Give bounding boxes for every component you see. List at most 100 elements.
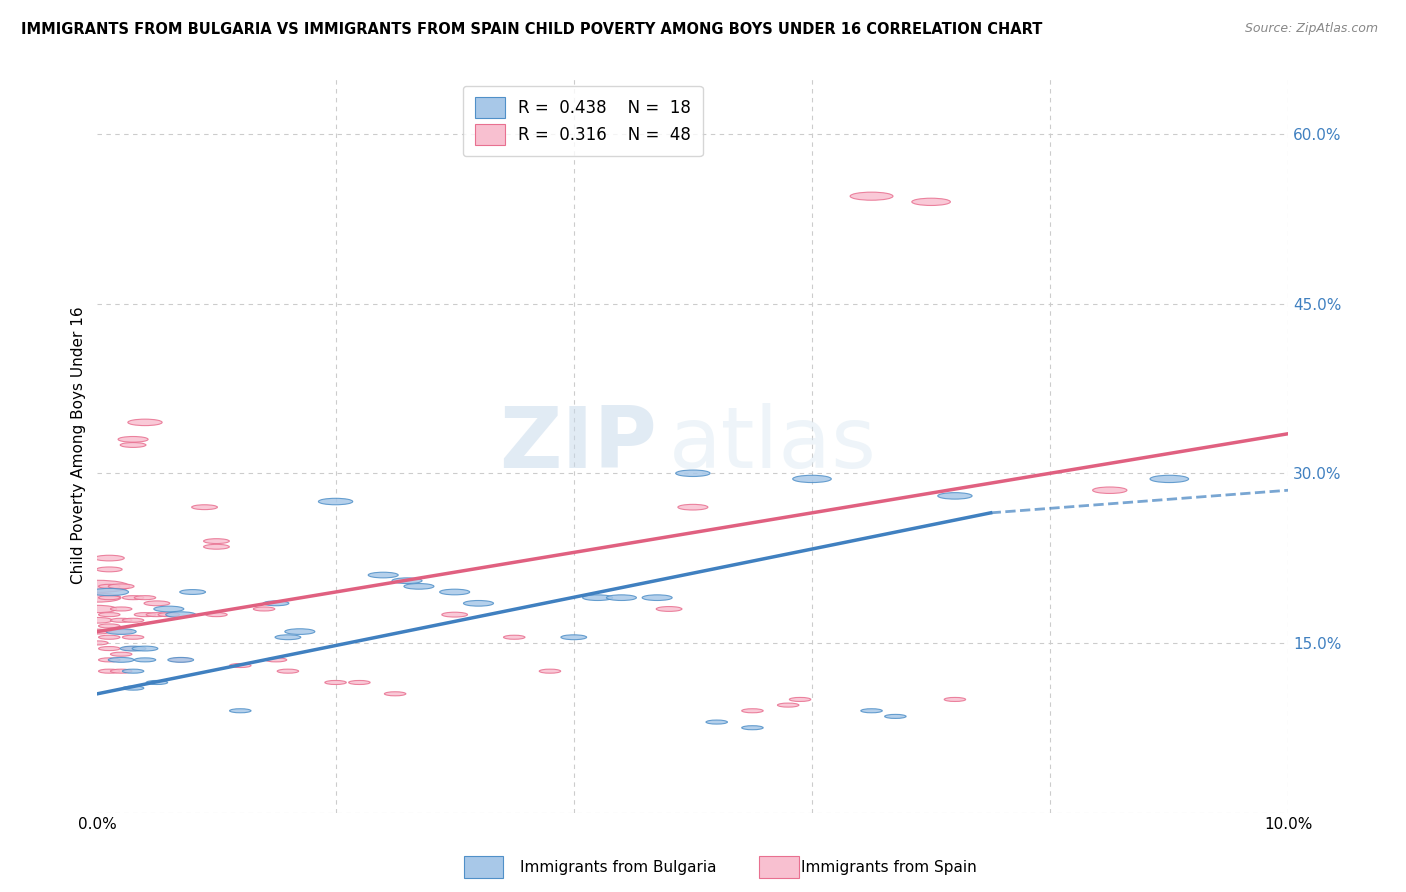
- Ellipse shape: [793, 475, 831, 483]
- Ellipse shape: [253, 607, 274, 611]
- Ellipse shape: [98, 584, 120, 589]
- Text: IMMIGRANTS FROM BULGARIA VS IMMIGRANTS FROM SPAIN CHILD POVERTY AMONG BOYS UNDER: IMMIGRANTS FROM BULGARIA VS IMMIGRANTS F…: [21, 22, 1042, 37]
- Ellipse shape: [266, 657, 287, 662]
- Ellipse shape: [157, 613, 180, 616]
- Ellipse shape: [742, 709, 763, 713]
- Ellipse shape: [118, 436, 148, 442]
- Ellipse shape: [90, 589, 128, 596]
- Ellipse shape: [79, 606, 117, 613]
- Ellipse shape: [122, 647, 143, 650]
- Ellipse shape: [277, 669, 298, 673]
- Ellipse shape: [128, 419, 162, 425]
- Legend: R =  0.438    N =  18, R =  0.316    N =  48: R = 0.438 N = 18, R = 0.316 N = 48: [463, 86, 703, 156]
- Ellipse shape: [121, 442, 146, 448]
- Ellipse shape: [778, 703, 799, 707]
- Ellipse shape: [122, 686, 143, 690]
- Ellipse shape: [108, 584, 134, 589]
- Text: Immigrants from Spain: Immigrants from Spain: [801, 861, 977, 875]
- Ellipse shape: [170, 657, 191, 662]
- Ellipse shape: [643, 595, 672, 600]
- Ellipse shape: [404, 583, 434, 590]
- Ellipse shape: [440, 590, 470, 595]
- Ellipse shape: [65, 581, 129, 592]
- Ellipse shape: [98, 657, 120, 662]
- Ellipse shape: [108, 657, 134, 662]
- Ellipse shape: [97, 567, 122, 572]
- Ellipse shape: [94, 555, 124, 561]
- Ellipse shape: [263, 601, 288, 606]
- Ellipse shape: [84, 629, 110, 634]
- Text: Source: ZipAtlas.com: Source: ZipAtlas.com: [1244, 22, 1378, 36]
- Ellipse shape: [167, 657, 194, 662]
- Ellipse shape: [884, 714, 905, 718]
- Ellipse shape: [98, 635, 120, 640]
- Ellipse shape: [561, 635, 586, 640]
- Ellipse shape: [706, 720, 727, 724]
- Ellipse shape: [1092, 487, 1128, 493]
- Ellipse shape: [166, 612, 195, 617]
- Ellipse shape: [111, 630, 132, 633]
- Ellipse shape: [384, 692, 406, 696]
- Ellipse shape: [122, 669, 143, 673]
- Ellipse shape: [742, 726, 763, 730]
- Ellipse shape: [135, 613, 156, 616]
- Ellipse shape: [121, 646, 146, 651]
- Ellipse shape: [789, 698, 811, 701]
- Ellipse shape: [318, 499, 353, 505]
- Ellipse shape: [285, 629, 315, 634]
- Ellipse shape: [153, 607, 184, 612]
- Ellipse shape: [678, 504, 707, 510]
- Ellipse shape: [540, 669, 561, 673]
- Ellipse shape: [122, 596, 143, 599]
- Ellipse shape: [945, 698, 966, 701]
- Ellipse shape: [135, 657, 156, 662]
- Ellipse shape: [325, 681, 346, 684]
- Ellipse shape: [107, 629, 136, 634]
- Ellipse shape: [912, 198, 950, 205]
- Ellipse shape: [676, 470, 710, 476]
- Ellipse shape: [349, 681, 370, 684]
- Ellipse shape: [441, 612, 468, 617]
- Ellipse shape: [180, 590, 205, 594]
- Ellipse shape: [98, 613, 120, 616]
- Ellipse shape: [98, 647, 120, 650]
- Ellipse shape: [860, 709, 883, 713]
- Ellipse shape: [657, 607, 682, 611]
- Text: Immigrants from Bulgaria: Immigrants from Bulgaria: [520, 861, 717, 875]
- Ellipse shape: [204, 539, 229, 543]
- Ellipse shape: [98, 624, 120, 628]
- Ellipse shape: [205, 613, 228, 616]
- Ellipse shape: [606, 595, 637, 600]
- Ellipse shape: [191, 505, 218, 509]
- Text: ZIP: ZIP: [499, 403, 657, 486]
- Ellipse shape: [73, 593, 121, 602]
- Ellipse shape: [464, 600, 494, 607]
- Ellipse shape: [98, 596, 120, 599]
- Ellipse shape: [392, 578, 422, 583]
- Ellipse shape: [229, 664, 252, 667]
- Ellipse shape: [204, 544, 229, 549]
- Ellipse shape: [111, 607, 132, 611]
- Ellipse shape: [1150, 475, 1188, 483]
- Ellipse shape: [146, 681, 167, 684]
- Ellipse shape: [122, 635, 143, 640]
- Ellipse shape: [146, 613, 167, 616]
- Ellipse shape: [98, 669, 120, 673]
- Ellipse shape: [851, 192, 893, 200]
- Ellipse shape: [83, 617, 112, 624]
- Ellipse shape: [582, 595, 613, 600]
- Ellipse shape: [368, 572, 398, 578]
- Ellipse shape: [135, 596, 156, 599]
- Ellipse shape: [132, 646, 157, 651]
- Ellipse shape: [111, 618, 132, 623]
- Ellipse shape: [503, 635, 524, 640]
- Ellipse shape: [143, 601, 170, 606]
- Ellipse shape: [111, 669, 132, 673]
- Text: atlas: atlas: [669, 403, 877, 486]
- Ellipse shape: [111, 652, 132, 657]
- Ellipse shape: [87, 640, 108, 645]
- Ellipse shape: [122, 618, 143, 623]
- Y-axis label: Child Poverty Among Boys Under 16: Child Poverty Among Boys Under 16: [72, 306, 86, 583]
- Ellipse shape: [276, 635, 301, 640]
- Ellipse shape: [938, 492, 972, 500]
